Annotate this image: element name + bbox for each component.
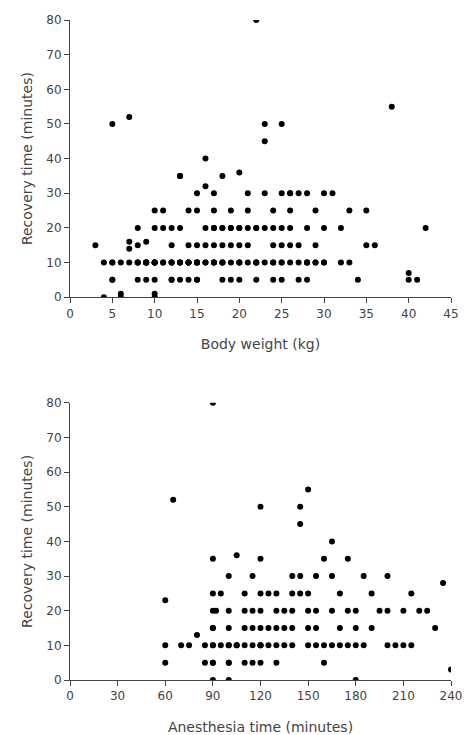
svg-text:70: 70 — [46, 48, 61, 62]
svg-text:Recovery time (minutes): Recovery time (minutes) — [19, 72, 35, 245]
svg-text:30: 30 — [316, 307, 331, 321]
svg-text:0: 0 — [66, 307, 74, 321]
svg-text:10: 10 — [46, 256, 61, 270]
svg-text:50: 50 — [46, 117, 61, 131]
svg-text:120: 120 — [249, 689, 272, 703]
svg-text:30: 30 — [110, 689, 125, 703]
svg-text:Recovery time (minutes): Recovery time (minutes) — [19, 455, 35, 628]
svg-text:40: 40 — [401, 307, 416, 321]
svg-text:0: 0 — [54, 673, 62, 687]
svg-text:90: 90 — [205, 689, 220, 703]
svg-text:10: 10 — [46, 639, 61, 653]
svg-text:70: 70 — [46, 431, 61, 445]
svg-text:240: 240 — [440, 689, 463, 703]
svg-text:20: 20 — [46, 604, 61, 618]
svg-text:Anesthesia time (minutes): Anesthesia time (minutes) — [168, 719, 353, 735]
svg-text:20: 20 — [46, 221, 61, 235]
svg-text:15: 15 — [189, 307, 204, 321]
svg-text:30: 30 — [46, 186, 61, 200]
svg-text:25: 25 — [274, 307, 289, 321]
svg-text:40: 40 — [46, 535, 61, 549]
svg-text:60: 60 — [46, 83, 61, 97]
svg-text:0: 0 — [66, 689, 74, 703]
svg-text:60: 60 — [46, 465, 61, 479]
svg-text:35: 35 — [359, 307, 374, 321]
svg-text:5: 5 — [109, 307, 117, 321]
svg-text:60: 60 — [158, 689, 173, 703]
svg-text:45: 45 — [443, 307, 458, 321]
svg-text:50: 50 — [46, 500, 61, 514]
svg-text:80: 80 — [46, 13, 61, 27]
svg-text:80: 80 — [46, 396, 61, 410]
svg-text:20: 20 — [232, 307, 247, 321]
svg-text:210: 210 — [392, 689, 415, 703]
svg-text:40: 40 — [46, 152, 61, 166]
svg-text:Body weight (kg): Body weight (kg) — [201, 336, 320, 352]
svg-text:0: 0 — [54, 290, 62, 304]
svg-text:150: 150 — [297, 689, 320, 703]
svg-text:180: 180 — [344, 689, 367, 703]
svg-text:10: 10 — [147, 307, 162, 321]
svg-text:30: 30 — [46, 569, 61, 583]
